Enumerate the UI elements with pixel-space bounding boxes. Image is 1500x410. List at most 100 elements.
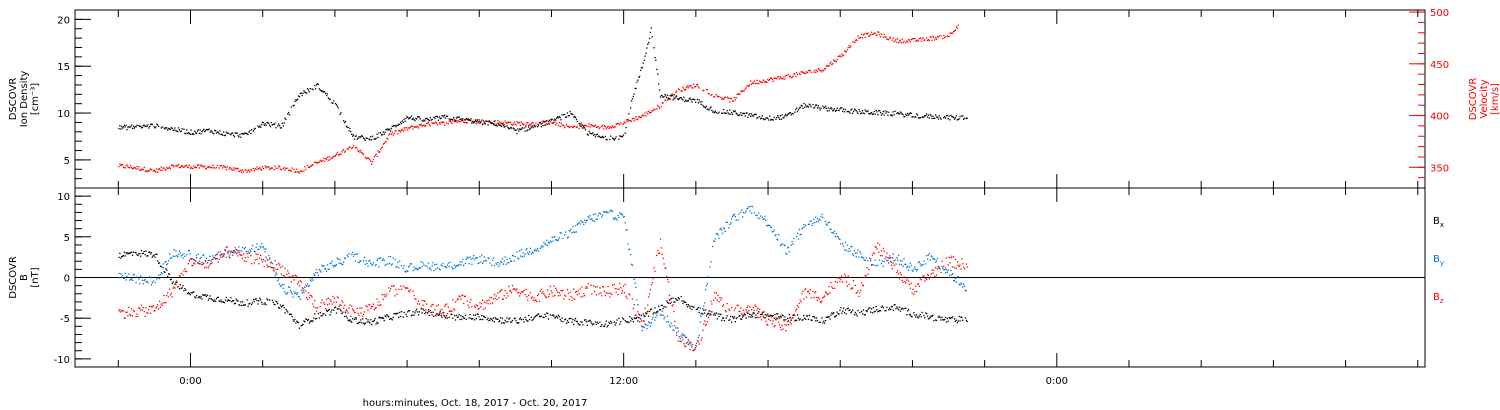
velocity-point-301: [409, 126, 412, 128]
bx-point-753: [861, 310, 863, 313]
bz-point-394: [504, 290, 506, 292]
by-point-130: [251, 248, 253, 250]
by-point-540: [647, 324, 649, 326]
velocity-point-97: [207, 166, 209, 169]
bz-point-313: [425, 309, 427, 311]
bx-point-500: [609, 322, 611, 325]
bz-point-605: [709, 310, 711, 312]
velocity-axis-label-line-1: Velocity: [1479, 79, 1490, 118]
by-point-722: [833, 230, 836, 232]
by-point-622: [730, 222, 732, 224]
velocity-point-505: [616, 122, 618, 125]
bx-point-317: [427, 309, 430, 311]
density-point-63: [179, 130, 181, 133]
density-point-619: [722, 108, 725, 111]
bx-point-566: [676, 299, 679, 301]
bz-point-531: [637, 311, 639, 313]
velocity-point-89: [200, 165, 202, 167]
density-point-627: [730, 113, 732, 115]
velocity-point-496: [608, 127, 610, 130]
by-point-471: [583, 223, 585, 226]
by-point-204: [318, 268, 320, 271]
density-point-385: [491, 122, 493, 124]
by-point-168: [286, 293, 288, 295]
bx-point-722: [830, 314, 832, 316]
by-point-411: [525, 249, 527, 251]
density-point-237: [351, 133, 353, 135]
by-point-53: [174, 255, 176, 257]
by-point-492: [602, 214, 604, 216]
by-point-630: [738, 213, 740, 215]
by-point-148: [268, 254, 270, 257]
by-point-644: [753, 212, 755, 214]
bz-point-48: [162, 302, 164, 304]
by-point-759: [870, 260, 872, 262]
bx-point-83: [199, 297, 201, 299]
bx-point-227: [340, 310, 342, 312]
density-point-251: [363, 138, 366, 140]
bx-point-96: [211, 299, 213, 301]
bx-point-36: [151, 256, 153, 258]
by-point-227: [339, 259, 341, 261]
bx-point-655: [764, 317, 766, 319]
bz-point-163: [274, 260, 276, 262]
bz-point-19: [136, 313, 138, 315]
legend-entry-bz: Bz: [1433, 292, 1444, 305]
density-point-614: [715, 112, 717, 114]
by-point-456: [569, 230, 571, 232]
bz-point-733: [833, 287, 836, 289]
density-point-748: [843, 111, 846, 113]
bx-point-53: [167, 273, 170, 275]
density-point-53: [170, 127, 172, 129]
bz-point-819: [916, 290, 918, 293]
velocity-point-526: [636, 119, 638, 121]
density-point-85: [200, 133, 202, 135]
velocity-point-804: [909, 41, 911, 43]
velocity-point-4: [121, 164, 124, 166]
density-point-216: [327, 97, 329, 99]
bz-point-388: [499, 291, 501, 293]
bz-point-155: [267, 266, 269, 268]
bx-point-575: [685, 304, 688, 306]
by-point-300: [416, 268, 418, 270]
bz-point-408: [517, 292, 519, 294]
density-point-432: [537, 126, 539, 128]
bx-point-375: [486, 318, 488, 321]
bx-point-325: [436, 313, 438, 315]
bz-point-239: [347, 312, 349, 314]
by-point-164: [282, 287, 284, 289]
bz-point-559: [665, 267, 667, 269]
by-point-698: [810, 220, 812, 222]
density-point-408: [513, 128, 515, 130]
by-point-743: [853, 250, 856, 252]
velocity-point-802: [907, 39, 910, 41]
bx-point-217: [329, 314, 331, 316]
velocity-point-221: [332, 156, 334, 158]
velocity-point-846: [951, 32, 953, 34]
by-point-851: [960, 282, 962, 284]
bx-point-466: [574, 317, 577, 320]
by-point-415: [528, 251, 531, 253]
density-point-407: [512, 127, 514, 129]
velocity-point-820: [924, 39, 926, 41]
density-point-723: [820, 107, 822, 109]
density-point-647: [748, 114, 750, 116]
by-point-817: [928, 252, 930, 255]
by-point-340: [456, 264, 458, 266]
bz-point-50: [164, 302, 166, 304]
bz-point-577: [683, 343, 685, 345]
velocity-point-710: [820, 69, 822, 72]
density-point-320: [429, 117, 431, 119]
velocity-point-295: [404, 129, 406, 131]
bx-point-436: [545, 315, 547, 318]
bx-point-685: [793, 314, 795, 316]
bz-point-601: [705, 323, 708, 325]
velocity-point-644: [757, 83, 759, 85]
by-point-732: [843, 249, 846, 251]
by-point-478: [589, 215, 591, 217]
bx-point-548: [658, 309, 661, 311]
density-point-635: [737, 114, 739, 116]
by-point-825: [935, 260, 938, 262]
density-point-678: [778, 116, 780, 119]
density-point-206: [318, 88, 320, 90]
